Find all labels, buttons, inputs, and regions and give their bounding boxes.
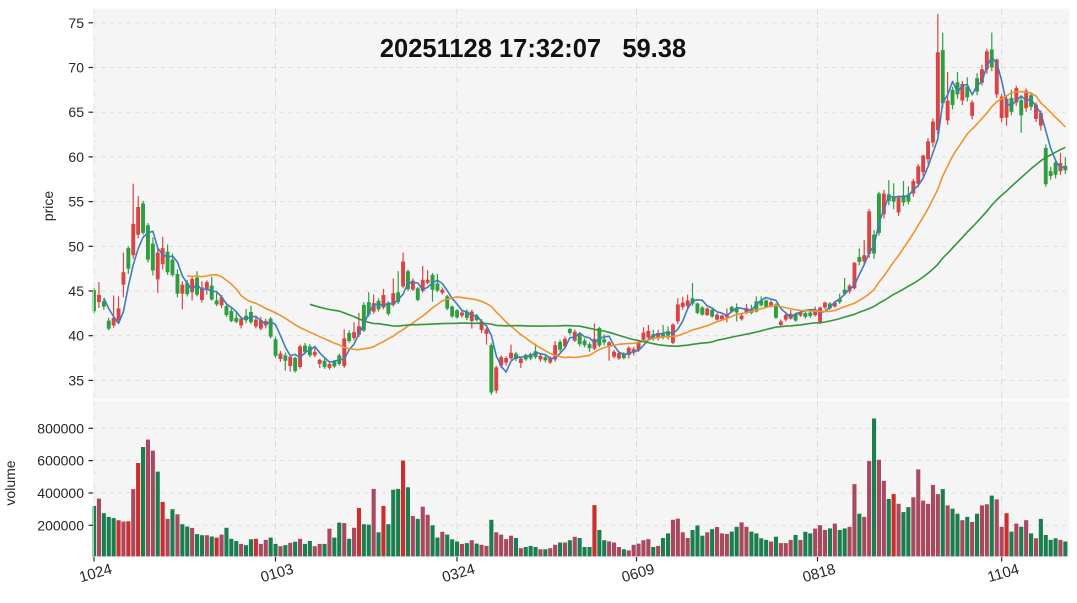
svg-text:400000: 400000 xyxy=(37,485,84,501)
svg-text:20251128 17:32:07 59.38: 20251128 17:32:07 59.38 xyxy=(380,35,686,63)
svg-text:35: 35 xyxy=(68,372,84,388)
svg-text:50: 50 xyxy=(68,238,84,254)
svg-text:200000: 200000 xyxy=(37,517,84,533)
svg-text:75: 75 xyxy=(68,15,84,31)
svg-text:45: 45 xyxy=(68,283,84,299)
svg-text:volume: volume xyxy=(2,460,18,505)
svg-text:40: 40 xyxy=(68,328,84,344)
svg-text:60: 60 xyxy=(68,149,84,165)
svg-text:800000: 800000 xyxy=(37,420,84,436)
svg-text:600000: 600000 xyxy=(37,453,84,469)
svg-text:65: 65 xyxy=(68,104,84,120)
svg-text:price: price xyxy=(40,191,56,222)
svg-text:70: 70 xyxy=(68,60,84,76)
svg-text:55: 55 xyxy=(68,194,84,210)
